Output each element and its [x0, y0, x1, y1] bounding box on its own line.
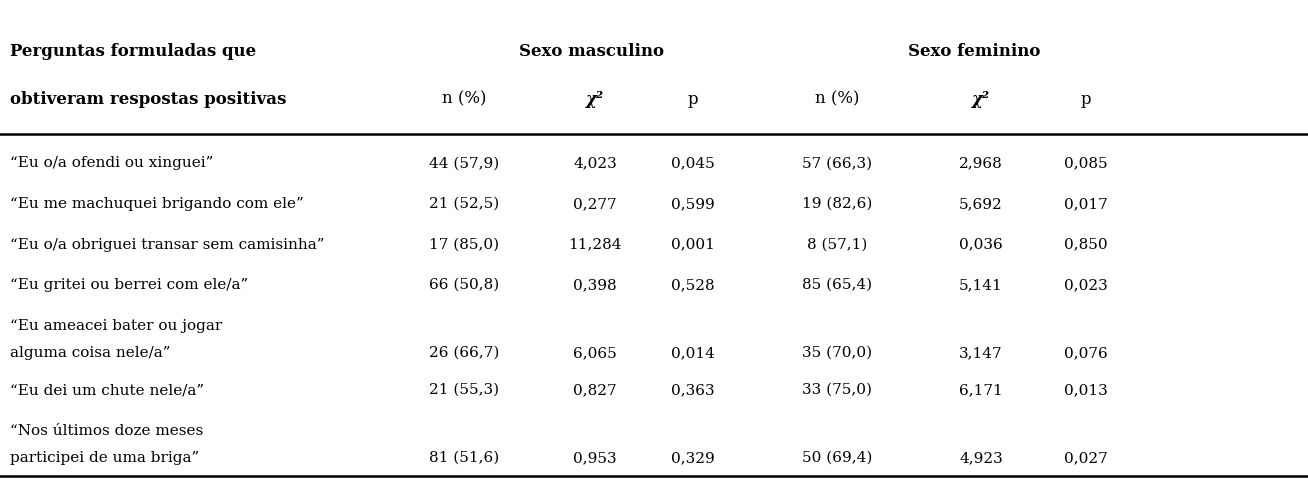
Text: 57 (66,3): 57 (66,3) — [802, 156, 872, 170]
Text: 0,036: 0,036 — [959, 238, 1003, 251]
Text: 0,017: 0,017 — [1063, 197, 1108, 211]
Text: 0,013: 0,013 — [1063, 383, 1108, 397]
Text: 0,827: 0,827 — [573, 383, 617, 397]
Text: 85 (65,4): 85 (65,4) — [802, 278, 872, 292]
Text: 81 (51,6): 81 (51,6) — [429, 451, 500, 465]
Text: 0,076: 0,076 — [1063, 346, 1108, 360]
Text: “Eu o/a obriguei transar sem camisinha”: “Eu o/a obriguei transar sem camisinha” — [10, 238, 324, 251]
Text: 0,085: 0,085 — [1063, 156, 1108, 170]
Text: 17 (85,0): 17 (85,0) — [429, 238, 500, 251]
Text: 21 (52,5): 21 (52,5) — [429, 197, 500, 211]
Text: χ²: χ² — [586, 91, 604, 107]
Text: participei de uma briga”: participei de uma briga” — [10, 451, 200, 465]
Text: 0,001: 0,001 — [671, 238, 715, 251]
Text: χ²: χ² — [972, 91, 990, 107]
Text: 50 (69,4): 50 (69,4) — [802, 451, 872, 465]
Text: 0,023: 0,023 — [1063, 278, 1108, 292]
Text: 5,692: 5,692 — [959, 197, 1003, 211]
Text: “Eu o/a ofendi ou xinguei”: “Eu o/a ofendi ou xinguei” — [10, 156, 213, 170]
Text: 0,953: 0,953 — [573, 451, 617, 465]
Text: 0,045: 0,045 — [671, 156, 715, 170]
Text: n (%): n (%) — [815, 91, 859, 107]
Text: obtiveram respostas positivas: obtiveram respostas positivas — [10, 91, 286, 107]
Text: 0,014: 0,014 — [671, 346, 715, 360]
Text: 4,023: 4,023 — [573, 156, 617, 170]
Text: p: p — [688, 91, 698, 107]
Text: “Eu me machuquei brigando com ele”: “Eu me machuquei brigando com ele” — [10, 197, 305, 211]
Text: 35 (70,0): 35 (70,0) — [802, 346, 872, 360]
Text: 66 (50,8): 66 (50,8) — [429, 278, 500, 292]
Text: 6,065: 6,065 — [573, 346, 617, 360]
Text: 0,277: 0,277 — [573, 197, 617, 211]
Text: 5,141: 5,141 — [959, 278, 1003, 292]
Text: 19 (82,6): 19 (82,6) — [802, 197, 872, 211]
Text: “Eu gritei ou berrei com ele/a”: “Eu gritei ou berrei com ele/a” — [10, 278, 249, 292]
Text: 6,171: 6,171 — [959, 383, 1003, 397]
Text: 21 (55,3): 21 (55,3) — [429, 383, 500, 397]
Text: 0,850: 0,850 — [1063, 238, 1108, 251]
Text: p: p — [1080, 91, 1091, 107]
Text: Perguntas formuladas que: Perguntas formuladas que — [10, 44, 256, 60]
Text: 0,027: 0,027 — [1063, 451, 1108, 465]
Text: 2,968: 2,968 — [959, 156, 1003, 170]
Text: 0,363: 0,363 — [671, 383, 715, 397]
Text: Sexo masculino: Sexo masculino — [519, 44, 664, 60]
Text: 0,528: 0,528 — [671, 278, 715, 292]
Text: 44 (57,9): 44 (57,9) — [429, 156, 500, 170]
Text: alguma coisa nele/a”: alguma coisa nele/a” — [10, 346, 171, 360]
Text: 0,599: 0,599 — [671, 197, 715, 211]
Text: 8 (57,1): 8 (57,1) — [807, 238, 867, 251]
Text: 0,398: 0,398 — [573, 278, 617, 292]
Text: “Eu dei um chute nele/a”: “Eu dei um chute nele/a” — [10, 383, 204, 397]
Text: 3,147: 3,147 — [959, 346, 1003, 360]
Text: Sexo feminino: Sexo feminino — [908, 44, 1041, 60]
Text: 0,329: 0,329 — [671, 451, 715, 465]
Text: “Nos últimos doze meses: “Nos últimos doze meses — [10, 424, 204, 438]
Text: “Eu ameacei bater ou jogar: “Eu ameacei bater ou jogar — [10, 319, 222, 333]
Text: 26 (66,7): 26 (66,7) — [429, 346, 500, 360]
Text: 4,923: 4,923 — [959, 451, 1003, 465]
Text: 33 (75,0): 33 (75,0) — [802, 383, 872, 397]
Text: 11,284: 11,284 — [569, 238, 621, 251]
Text: n (%): n (%) — [442, 91, 487, 107]
